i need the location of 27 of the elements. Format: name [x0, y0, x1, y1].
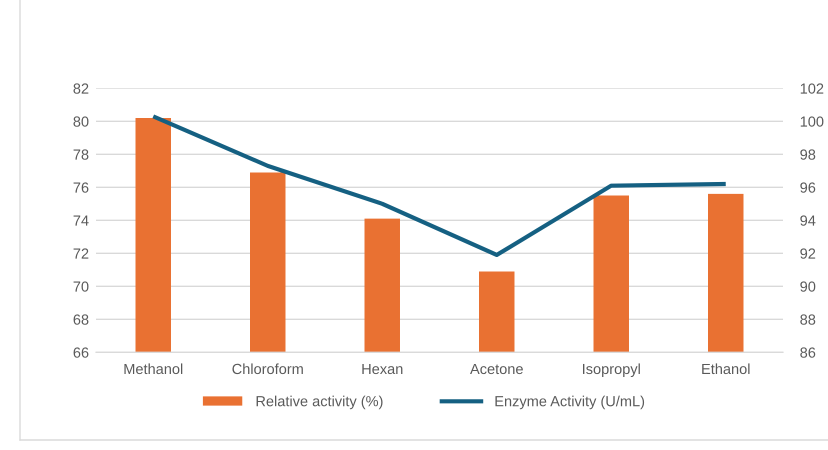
- y-tick-label: 68: [74, 314, 88, 325]
- y2-tick-label: 90: [800, 281, 816, 292]
- x-tick-label: Acetone: [470, 364, 523, 374]
- y2-tick-label: 100: [800, 116, 824, 127]
- x-tick-label: Ethanol: [702, 363, 750, 374]
- y-tick-label: 72: [74, 248, 88, 259]
- legend-label: Enzyme Activity (U/mL): [495, 396, 644, 410]
- y2-tick-label: 96: [800, 182, 816, 193]
- y2-tick-label: 98: [800, 149, 816, 160]
- y-tick-label: 76: [74, 182, 88, 193]
- y2-tick-label: 94: [800, 215, 816, 226]
- y2-tick-label: 102: [800, 83, 824, 94]
- y-tick-label: 80: [73, 116, 88, 127]
- y2-tick-label: 88: [800, 314, 816, 325]
- x-tick-label: Isopropyl: [583, 363, 640, 378]
- legend-label: Relative activity (%): [256, 396, 383, 410]
- y2-tick-label: 92: [800, 248, 816, 259]
- x-tick-label: Methanol: [124, 363, 182, 374]
- y2-tick-label: 86: [800, 347, 816, 358]
- y-tick-label: 82: [73, 83, 88, 94]
- y-tick-label: 78: [74, 149, 88, 160]
- y-tick-label: 66: [74, 347, 88, 358]
- x-tick-label: Hexan: [362, 364, 402, 374]
- x-tick-label: Chloroform: [232, 363, 303, 374]
- y-tick-label: 74: [74, 216, 89, 226]
- line-series: [151, 114, 728, 258]
- y-tick-label: 70: [74, 281, 88, 292]
